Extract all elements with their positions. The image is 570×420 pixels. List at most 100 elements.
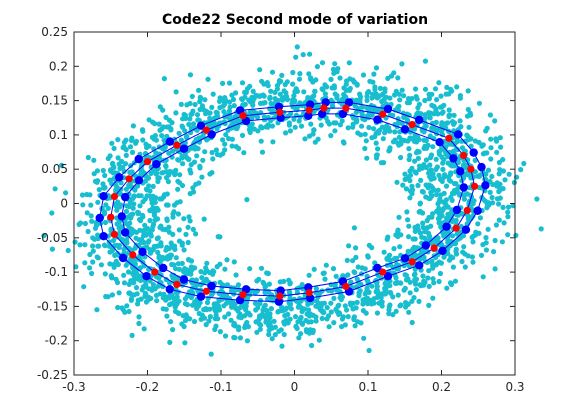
x-tick-label: 0 xyxy=(291,380,299,394)
cloud-point xyxy=(332,61,338,67)
cloud-point xyxy=(142,173,148,179)
cloud-point xyxy=(492,118,498,124)
cloud-point xyxy=(319,60,326,66)
cloud-point xyxy=(163,163,169,169)
cloud-point xyxy=(371,71,377,77)
cloud-point xyxy=(538,226,544,232)
cloud-point xyxy=(119,305,125,311)
cloud-point xyxy=(259,149,266,155)
cloud-point xyxy=(343,87,349,93)
cloud-point xyxy=(405,248,411,254)
cloud-point xyxy=(221,303,227,309)
mean-marker xyxy=(408,258,416,266)
cloud-point xyxy=(110,160,116,166)
cloud-point xyxy=(521,160,527,167)
cloud-point xyxy=(499,239,505,245)
cloud-point xyxy=(157,291,163,297)
cloud-point xyxy=(392,137,398,143)
cloud-point xyxy=(177,199,183,205)
cloud-point xyxy=(415,223,421,229)
cloud-point xyxy=(382,130,388,136)
cloud-point xyxy=(415,155,421,161)
cloud-point xyxy=(173,89,179,95)
cloud-point xyxy=(437,270,443,277)
cloud-point xyxy=(170,275,176,281)
cloud-point xyxy=(407,188,414,194)
cloud-point xyxy=(395,227,401,233)
y-tick-label: 0.25 xyxy=(41,25,68,39)
cloud-point xyxy=(129,169,135,175)
cloud-point xyxy=(164,313,170,319)
cloud-point xyxy=(113,203,119,209)
cloud-point xyxy=(397,97,403,103)
cloud-point xyxy=(140,128,146,134)
cloud-point xyxy=(108,167,114,173)
cloud-point xyxy=(357,91,363,97)
cloud-point xyxy=(322,276,328,282)
cloud-point xyxy=(340,314,346,320)
cloud-point xyxy=(534,196,540,202)
cloud-point xyxy=(342,303,348,309)
cloud-point xyxy=(470,259,476,265)
y-tick-label: -0.15 xyxy=(37,299,68,313)
cloud-point xyxy=(161,76,167,82)
cloud-point xyxy=(465,88,471,94)
mean-marker xyxy=(276,108,284,116)
cloud-point xyxy=(302,136,308,142)
cloud-point xyxy=(82,242,88,248)
cloud-point xyxy=(220,80,226,86)
cloud-point xyxy=(127,144,134,150)
cloud-point xyxy=(346,243,352,249)
cloud-point xyxy=(205,76,211,82)
cloud-point xyxy=(222,95,228,101)
cloud-point xyxy=(130,123,136,129)
cloud-point xyxy=(227,104,233,110)
cloud-point xyxy=(431,280,437,286)
cloud-point xyxy=(102,172,108,179)
cloud-point xyxy=(210,156,216,162)
cloud-point xyxy=(214,151,220,158)
cloud-point xyxy=(103,202,109,208)
cloud-point xyxy=(436,149,442,155)
cloud-point xyxy=(484,150,490,156)
cloud-point xyxy=(441,102,447,108)
cloud-point xyxy=(487,189,493,195)
cloud-point xyxy=(373,140,379,146)
cloud-point xyxy=(128,260,134,266)
cloud-point xyxy=(231,320,237,327)
y-tick-label: -0.05 xyxy=(37,231,68,245)
cloud-point xyxy=(149,287,155,293)
cloud-point xyxy=(201,315,207,321)
cloud-point xyxy=(445,204,451,210)
cloud-point xyxy=(128,297,134,303)
cloud-point xyxy=(116,290,122,296)
cloud-point xyxy=(73,264,79,270)
cloud-point xyxy=(109,248,115,254)
cloud-point xyxy=(59,162,65,168)
cloud-point xyxy=(416,163,423,169)
cloud-point xyxy=(179,182,186,189)
cloud-point xyxy=(268,306,274,312)
inner-marker xyxy=(373,115,382,124)
cloud-point xyxy=(418,111,424,117)
cloud-point xyxy=(191,318,198,325)
cloud-point xyxy=(187,72,194,78)
cloud-point xyxy=(350,121,356,127)
cloud-point xyxy=(374,310,380,316)
cloud-point xyxy=(250,88,256,94)
cloud-point xyxy=(371,126,377,132)
cloud-point xyxy=(165,179,171,185)
cloud-point xyxy=(402,171,408,177)
cloud-point xyxy=(129,332,135,338)
cloud-point xyxy=(267,311,273,317)
cloud-point xyxy=(407,168,413,174)
cloud-point xyxy=(307,51,313,57)
cloud-point xyxy=(124,303,130,309)
cloud-point xyxy=(100,167,106,174)
outer-marker xyxy=(196,292,206,301)
cloud-point xyxy=(401,287,407,293)
cloud-point xyxy=(497,135,503,141)
cloud-point xyxy=(89,218,95,224)
cloud-point xyxy=(131,277,137,283)
cloud-point xyxy=(494,180,500,186)
